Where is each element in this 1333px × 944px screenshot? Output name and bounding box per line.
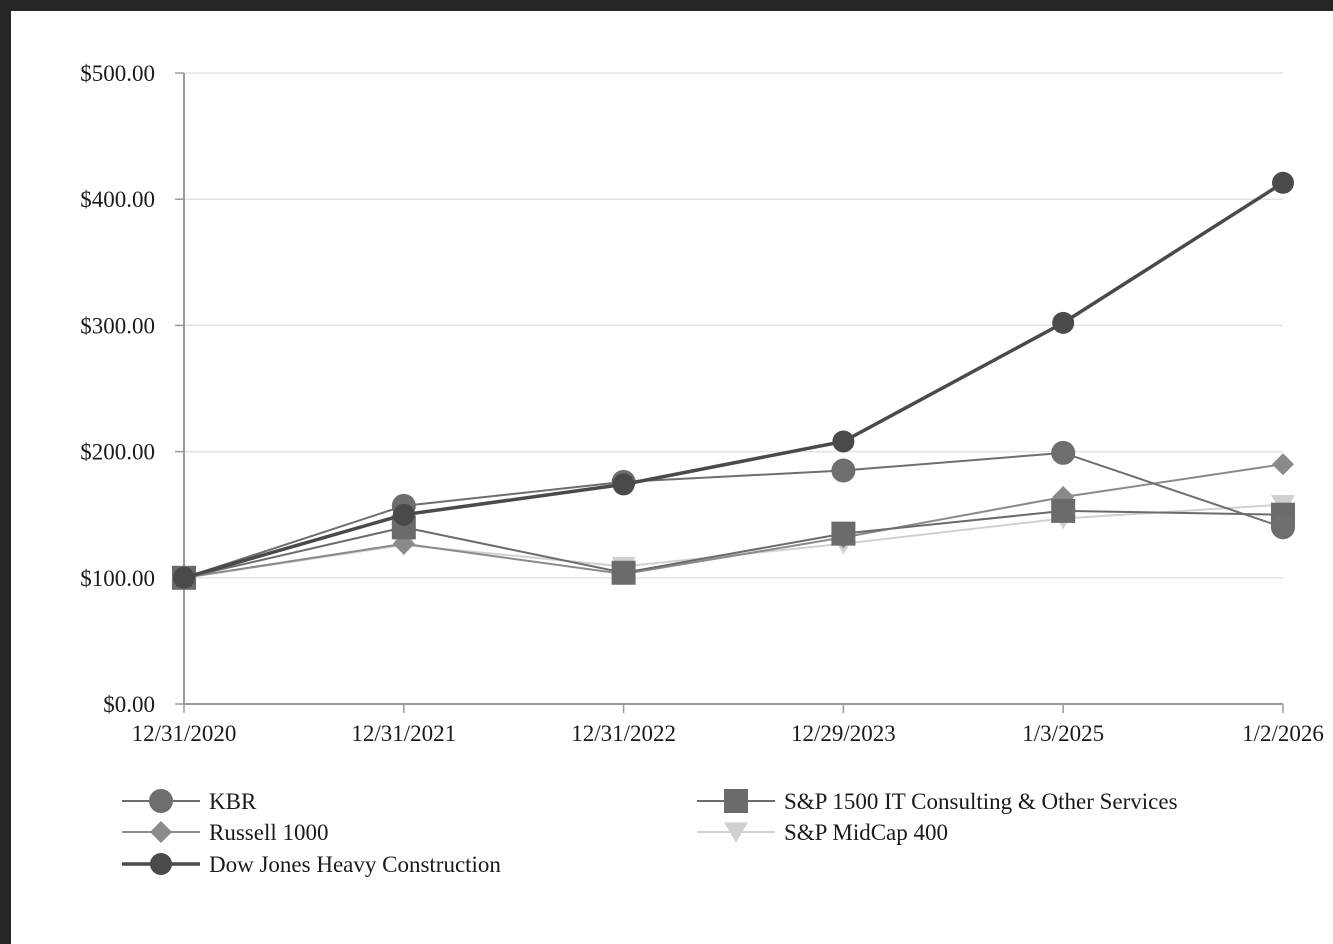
y-tick-label: $300.00: [80, 313, 155, 338]
legend-item: Russell 1000: [122, 820, 328, 845]
legend-item: S&P MidCap 400: [697, 820, 948, 845]
legend-label: S&P 1500 IT Consulting & Other Services: [784, 789, 1178, 814]
data-point-square: [724, 789, 748, 813]
y-tick-label: $100.00: [80, 566, 155, 591]
legend-label: S&P MidCap 400: [784, 820, 948, 845]
series-group: [172, 171, 1295, 590]
data-point-circle: [392, 503, 415, 526]
legend-item: S&P 1500 IT Consulting & Other Services: [697, 789, 1178, 814]
legend-label: Dow Jones Heavy Construction: [209, 852, 501, 877]
data-point-circle: [149, 789, 173, 813]
series-1: [172, 498, 1295, 590]
data-point-square: [1051, 498, 1076, 523]
y-tick-label: $0.00: [103, 692, 155, 717]
series-4: [173, 171, 1294, 589]
data-point-circle: [1052, 311, 1075, 334]
legend: KBR S&P 1500 IT Consulting & Other Servic…: [122, 789, 1178, 877]
axes: [183, 73, 1283, 705]
data-point-circle: [831, 458, 856, 483]
y-tick-label: $200.00: [80, 440, 155, 465]
data-point-square: [831, 521, 856, 546]
data-point-circle: [1271, 515, 1295, 540]
data-point-circle: [612, 473, 635, 496]
data-point-square: [611, 560, 636, 585]
legend-item: Dow Jones Heavy Construction: [122, 852, 501, 877]
y-tick-label: $500.00: [80, 61, 155, 86]
data-point-circle: [1051, 440, 1076, 465]
legend-label: KBR: [209, 789, 257, 814]
data-point-diamond: [1272, 453, 1294, 476]
data-point-circle: [173, 566, 195, 589]
legend-item: KBR: [122, 789, 257, 814]
data-point-circle: [832, 430, 855, 453]
data-point-circle: [1272, 171, 1294, 194]
x-tick-label: 1/3/2025: [1022, 721, 1104, 746]
data-point-circle: [150, 853, 172, 875]
x-tick-label: 12/31/2021: [351, 721, 456, 746]
x-tick-label: 1/2/2026: [1242, 721, 1324, 746]
y-tick-label: $400.00: [80, 187, 155, 212]
series-line: [183, 503, 1284, 579]
gridlines: [184, 72, 1283, 579]
x-tick-label: 12/31/2022: [571, 721, 676, 746]
data-point-diamond: [150, 821, 172, 843]
y-axis-ticks: $0.00 $100.00 $200.00 $300.00 $400.00 $500.00: [80, 61, 184, 717]
series-line: [183, 181, 1284, 580]
legend-label: Russell 1000: [209, 820, 328, 845]
series-line: [183, 451, 1284, 579]
series-line: [183, 509, 1284, 579]
x-axis-ticks: 12/31/2020 12/31/2021 12/31/2022 12/29/2023…: [132, 704, 1324, 746]
x-tick-label: 12/31/2020: [132, 721, 237, 746]
series-line: [183, 463, 1284, 579]
x-tick-label: 12/29/2023: [791, 721, 896, 746]
data-point-triangle: [724, 822, 748, 843]
